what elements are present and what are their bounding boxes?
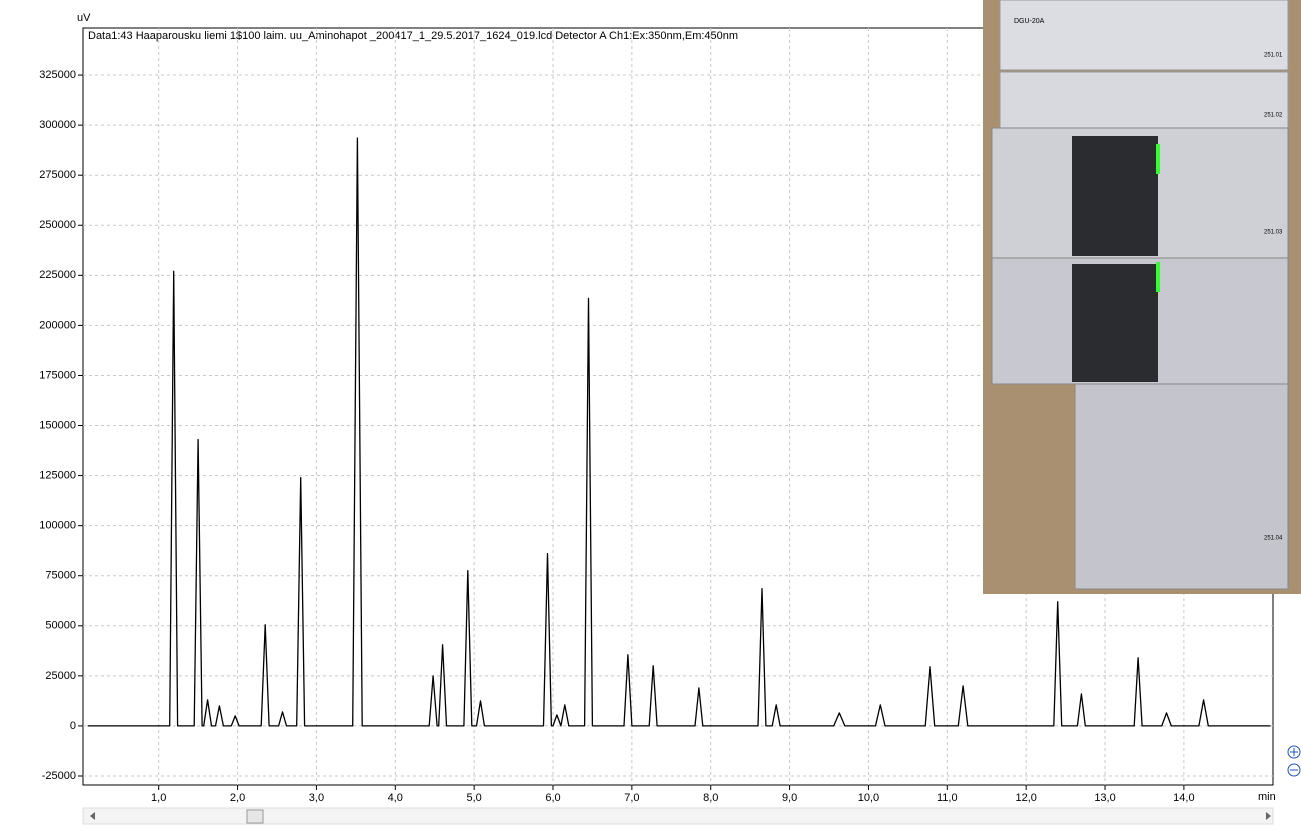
h-scrollbar[interactable]	[83, 808, 1273, 824]
y-tick-label: 175000	[39, 369, 76, 381]
y-tick-label: 200000	[39, 319, 76, 331]
x-unit: min	[1258, 791, 1276, 803]
photo-label: 251.03	[1264, 230, 1283, 236]
module	[1075, 384, 1288, 589]
y-tick-label: 250000	[39, 219, 76, 231]
photo-label: 251.04	[1264, 536, 1283, 542]
instrument-photo: DGU-20A 251.01 251.02 251.03 251.04	[983, 0, 1301, 594]
panel	[1072, 264, 1158, 382]
chart-title: Data1:43 Haaparousku liemi 1$100 laim. u…	[88, 30, 738, 42]
x-tick-label: 9,0	[782, 792, 797, 804]
app-window: uV Data1:43 Haaparousku liemi 1$100 laim…	[0, 0, 1301, 834]
x-tick-label: 3,0	[309, 792, 324, 804]
y-tick-label: 125000	[39, 469, 76, 481]
x-tick-label: 6,0	[545, 792, 560, 804]
x-tick-label: 13,0	[1094, 792, 1115, 804]
y-tick-label: 75000	[45, 570, 76, 582]
y-unit: uV	[77, 12, 91, 24]
x-tick-label: 5,0	[466, 792, 481, 804]
x-tick-label: 1,0	[151, 792, 166, 804]
led	[1156, 262, 1160, 292]
x-tick-label: 14,0	[1173, 792, 1194, 804]
x-tick-label: 12,0	[1015, 792, 1036, 804]
y-tick-label: 275000	[39, 169, 76, 181]
x-tick-label: 8,0	[703, 792, 718, 804]
x-tick-label: 10,0	[858, 792, 879, 804]
chromatogram: uV Data1:43 Haaparousku liemi 1$100 laim…	[0, 0, 1301, 834]
scroll-thumb[interactable]	[247, 810, 263, 823]
x-tick-label: 4,0	[388, 792, 403, 804]
y-tick-label: 100000	[39, 520, 76, 532]
x-tick-label: 7,0	[624, 792, 639, 804]
y-tick-label: 300000	[39, 119, 76, 131]
led	[1156, 144, 1160, 174]
y-tick-label: 0	[70, 720, 76, 732]
module	[1000, 72, 1288, 128]
y-tick-label: 150000	[39, 419, 76, 431]
y-tick-label: 225000	[39, 269, 76, 281]
module	[1000, 0, 1288, 70]
panel	[1072, 136, 1158, 256]
photo-label: DGU-20A	[1014, 18, 1045, 25]
photo-label: 251.01	[1264, 53, 1283, 59]
y-tick-label: -25000	[42, 770, 76, 782]
photo-label: 251.02	[1264, 113, 1283, 119]
y-tick-label: 25000	[45, 670, 76, 682]
y-tick-label: 325000	[39, 69, 76, 81]
x-tick-label: 2,0	[230, 792, 245, 804]
x-tick-label: 11,0	[937, 792, 958, 804]
y-tick-label: 50000	[45, 620, 76, 632]
